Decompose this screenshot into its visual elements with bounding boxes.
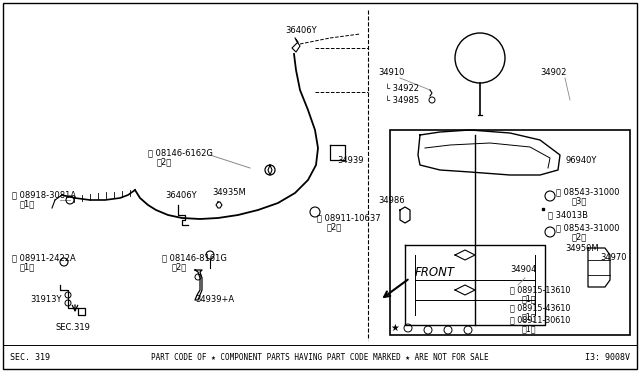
Text: Ⓢ 08543-31000: Ⓢ 08543-31000 [556,187,620,196]
Text: （2）: （2） [157,157,172,167]
Text: Ⓑ 08146-6162G: Ⓑ 08146-6162G [148,148,213,157]
Text: （1）: （1） [20,199,35,208]
Text: 34935M: 34935M [212,187,246,196]
Text: （1）: （1） [522,324,536,334]
Text: 36406Y: 36406Y [285,26,317,35]
Text: Ⓝ 08915-43610: Ⓝ 08915-43610 [510,304,570,312]
Text: （1）: （1） [522,295,536,304]
Text: Ⓑ 34013B: Ⓑ 34013B [548,211,588,219]
Text: Ⓝ 08911-30610: Ⓝ 08911-30610 [510,315,570,324]
Text: I3: 9008V: I3: 9008V [585,353,630,362]
Text: 34910: 34910 [378,67,404,77]
Text: FRONT: FRONT [415,266,455,279]
Text: SEC.319: SEC.319 [55,324,90,333]
Text: Ⓢ 08543-31000: Ⓢ 08543-31000 [556,224,620,232]
Text: 34970: 34970 [600,253,627,263]
Text: 34939: 34939 [337,155,364,164]
Text: 34904: 34904 [510,266,536,275]
Text: 31913Y: 31913Y [30,295,61,305]
Bar [542,208,544,210]
Text: 34902: 34902 [540,67,566,77]
Text: Ⓝ 08911-2422A: Ⓝ 08911-2422A [12,253,76,263]
Text: 96940Y: 96940Y [565,155,596,164]
Bar [390,130,630,335]
Text: 34950M: 34950M [565,244,598,253]
Text: 34939+A: 34939+A [195,295,234,305]
Text: Ⓝ 08911-10637: Ⓝ 08911-10637 [317,214,381,222]
Text: （2）: （2） [172,263,188,272]
Text: Ⓝ 08915-13610: Ⓝ 08915-13610 [510,285,570,295]
Text: Ⓑ 08146-8161G: Ⓑ 08146-8161G [162,253,227,263]
Text: （2）: （2） [327,222,342,231]
Text: └ 34985: └ 34985 [385,96,419,105]
Text: （1）: （1） [20,263,35,272]
Text: ★: ★ [390,323,399,333]
Text: 34986: 34986 [378,196,404,205]
Text: PART CODE OF ★ COMPONENT PARTS HAVING PART CODE MARKED ★ ARE NOT FOR SALE: PART CODE OF ★ COMPONENT PARTS HAVING PA… [151,353,489,362]
Text: └ 34922: └ 34922 [385,83,419,93]
Text: （2）: （2） [572,232,588,241]
Text: （1）: （1） [522,312,536,321]
Text: 36406Y: 36406Y [165,190,196,199]
Text: Ⓝ 08918-3081A: Ⓝ 08918-3081A [12,190,76,199]
Text: SEC. 319: SEC. 319 [10,353,50,362]
Text: （3）: （3） [572,196,588,205]
